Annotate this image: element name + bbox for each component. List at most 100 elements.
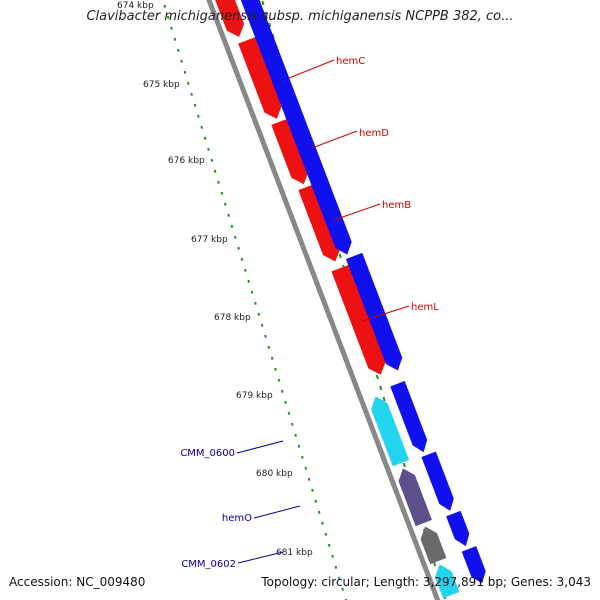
scale-tick: [375, 374, 379, 380]
scale-dot: [197, 114, 200, 118]
gene-blue-4: [421, 451, 454, 511]
scale-label: 681 kbp: [276, 548, 313, 558]
accession-text: Accession: NC_009480: [9, 575, 146, 589]
scale-dot: [173, 37, 177, 41]
scale-label: 675 kbp: [143, 80, 180, 90]
gene-blue-long: [240, 0, 352, 255]
gene-gray-cmm0602: [420, 526, 447, 565]
scale-dot: [207, 147, 210, 151]
scale-dot: [344, 598, 347, 600]
scale-tick: [338, 253, 342, 259]
scale-dot: [307, 477, 311, 481]
scale-label: 678 kbp: [214, 313, 251, 323]
scale-dot: [180, 59, 183, 63]
scale-dot: [230, 224, 234, 228]
gene-label-leader: [236, 440, 284, 454]
gene-cyan-cmm0600: [371, 396, 410, 467]
scale-dot: [203, 136, 207, 140]
scale-tick: [382, 396, 386, 402]
scale-dot: [260, 323, 264, 327]
scale-tick: [261, 0, 265, 6]
scale-dot: [331, 554, 334, 558]
gene-label-leader: [253, 505, 301, 519]
scale-dot: [237, 246, 240, 250]
scale-dot: [183, 70, 187, 74]
scale-dot: [291, 422, 294, 426]
gene-blue-3: [390, 380, 428, 453]
scale-dot: [210, 158, 214, 162]
scale-dot: [287, 411, 291, 415]
scale-dot: [274, 367, 277, 371]
gene-label: hemD: [359, 128, 389, 139]
map-title: Clavibacter michiganensis subsp. michiga…: [86, 9, 514, 24]
scale-dot: [267, 345, 271, 349]
scale-dot: [234, 235, 237, 239]
gene-label-leader: [333, 203, 381, 221]
scale-dot: [213, 169, 217, 173]
scale-dot: [284, 400, 287, 404]
scale-dot: [341, 587, 344, 591]
scale-label: 674 kbp: [117, 1, 154, 11]
scale-dot: [304, 466, 308, 470]
scale-dot: [193, 103, 197, 107]
scale-dot: [324, 532, 328, 536]
gene-red-1: [215, 0, 245, 38]
scale-dot: [270, 356, 274, 360]
scale-dot: [294, 433, 297, 437]
gene-label: CMM_0602: [181, 559, 236, 570]
scale-dot: [254, 301, 257, 305]
scale-dot: [220, 191, 224, 195]
gene-label-leader: [311, 130, 358, 149]
scale-dot: [217, 180, 220, 184]
scale-dot: [317, 510, 321, 514]
scale-tick: [433, 561, 437, 567]
gene-label: hemC: [336, 56, 365, 67]
scale-dot: [327, 543, 331, 547]
scale-dot: [277, 378, 281, 382]
gene-blue-5: [446, 510, 470, 547]
scale-dot: [264, 334, 267, 338]
scale-tick: [268, 22, 272, 28]
scale-label: 676 kbp: [168, 156, 205, 166]
scale-dot: [223, 202, 227, 206]
gene-blue-2: [345, 252, 403, 371]
scale-dot: [163, 4, 167, 8]
scale-dot: [244, 268, 247, 272]
scale-tick: [264, 11, 268, 17]
gene-label: CMM_0600: [180, 448, 235, 459]
gene-label: hemB: [382, 200, 411, 211]
scale-dot: [200, 125, 204, 129]
gene-label-leader: [361, 305, 410, 322]
scale-label: 680 kbp: [256, 469, 293, 479]
backbone-line: [206, 0, 441, 600]
scale-dot: [247, 279, 250, 283]
scale-dot: [170, 26, 173, 30]
scale-dot: [301, 455, 304, 459]
scale-dot: [187, 81, 190, 85]
scale-dot: [321, 521, 324, 525]
topology-summary: Topology: circular; Length: 3,297,891 bp…: [261, 575, 591, 589]
scale-dot: [334, 565, 338, 569]
gene-red-hemD-arrow: [271, 118, 309, 185]
gene-label: hemO: [222, 513, 252, 524]
scale-label: 679 kbp: [236, 391, 273, 401]
gene-label: hemL: [411, 302, 439, 313]
scale-dot: [190, 92, 193, 96]
scale-dot: [250, 290, 254, 294]
gene-label-leader: [237, 551, 284, 564]
scale-dot: [280, 389, 284, 393]
scale-tick: [402, 462, 406, 468]
scale-dot: [314, 499, 318, 503]
scale-dot: [338, 576, 341, 580]
scale-tick: [379, 385, 383, 391]
gene-red-hemC-arrow: [238, 36, 282, 119]
gene-label-leader: [288, 59, 335, 79]
scale-dot: [240, 257, 244, 261]
gene-cyan-7: [435, 564, 460, 599]
scale-dot: [311, 488, 314, 492]
scale-dot: [166, 15, 170, 19]
gene-red-hemL-arrow: [331, 264, 386, 375]
gene-blue-6: [461, 546, 486, 584]
